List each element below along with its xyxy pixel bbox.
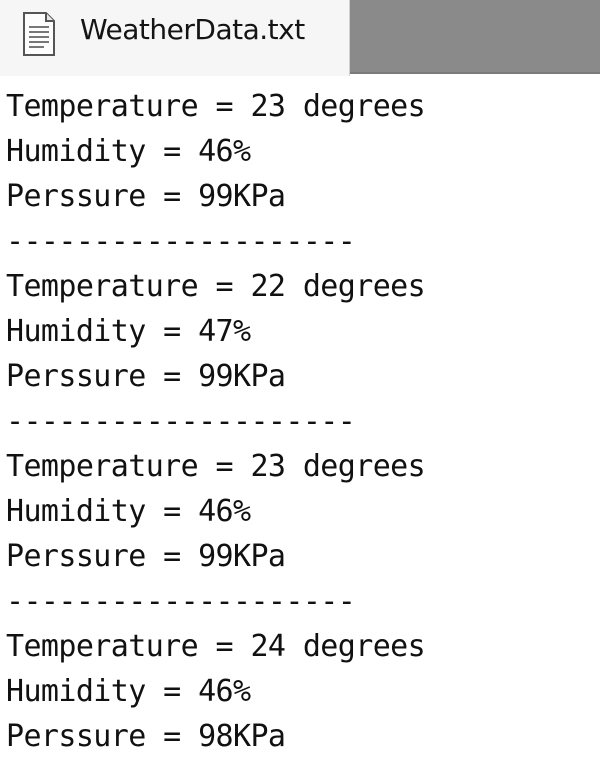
temperature-line: Temperature = 23 degrees [6,89,426,124]
tab-title: WeatherData.txt [80,13,305,46]
pressure-line: Perssure = 99KPa [6,179,286,214]
humidity-line: Humidity = 46% [6,134,251,169]
pressure-line: Perssure = 99KPa [6,539,286,574]
separator-line: -------------------- [6,404,356,439]
tab-bar: WeatherData.txt [0,0,600,78]
humidity-line: Humidity = 46% [6,494,251,529]
humidity-line: Humidity = 46% [6,674,251,709]
separator-line: -------------------- [6,584,356,619]
text-editor-content[interactable]: Temperature = 23 degrees Humidity = 46% … [6,84,596,759]
temperature-line: Temperature = 22 degrees [6,269,426,304]
pressure-line: Perssure = 98KPa [6,719,286,754]
humidity-line: Humidity = 47% [6,314,251,349]
pressure-line: Perssure = 99KPa [6,359,286,394]
tab-weatherdata[interactable]: WeatherData.txt [0,0,350,76]
temperature-line: Temperature = 23 degrees [6,449,426,484]
separator-line: -------------------- [6,224,356,259]
temperature-line: Temperature = 24 degrees [6,629,426,664]
text-file-icon [22,12,56,56]
tab-bar-empty-area [350,0,600,74]
